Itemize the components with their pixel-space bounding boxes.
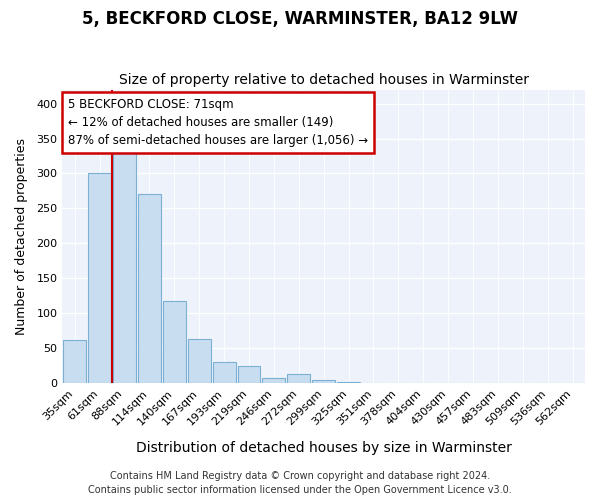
Bar — [561, 382, 584, 384]
Bar — [312, 380, 335, 384]
Text: Contains HM Land Registry data © Crown copyright and database right 2024.
Contai: Contains HM Land Registry data © Crown c… — [88, 471, 512, 495]
Bar — [238, 366, 260, 384]
Bar — [387, 382, 410, 384]
X-axis label: Distribution of detached houses by size in Warminster: Distribution of detached houses by size … — [136, 441, 512, 455]
Bar — [113, 152, 136, 384]
Title: Size of property relative to detached houses in Warminster: Size of property relative to detached ho… — [119, 73, 529, 87]
Text: 5, BECKFORD CLOSE, WARMINSTER, BA12 9LW: 5, BECKFORD CLOSE, WARMINSTER, BA12 9LW — [82, 10, 518, 28]
Bar — [138, 194, 161, 384]
Bar — [64, 340, 86, 384]
Bar — [188, 339, 211, 384]
Bar — [262, 378, 286, 384]
Y-axis label: Number of detached properties: Number of detached properties — [15, 138, 28, 335]
Bar — [212, 362, 236, 384]
Bar — [412, 382, 434, 384]
Bar — [337, 382, 360, 384]
Text: 5 BECKFORD CLOSE: 71sqm
← 12% of detached houses are smaller (149)
87% of semi-d: 5 BECKFORD CLOSE: 71sqm ← 12% of detache… — [68, 98, 368, 148]
Bar — [287, 374, 310, 384]
Bar — [163, 301, 186, 384]
Bar — [362, 382, 385, 384]
Bar — [88, 174, 111, 384]
